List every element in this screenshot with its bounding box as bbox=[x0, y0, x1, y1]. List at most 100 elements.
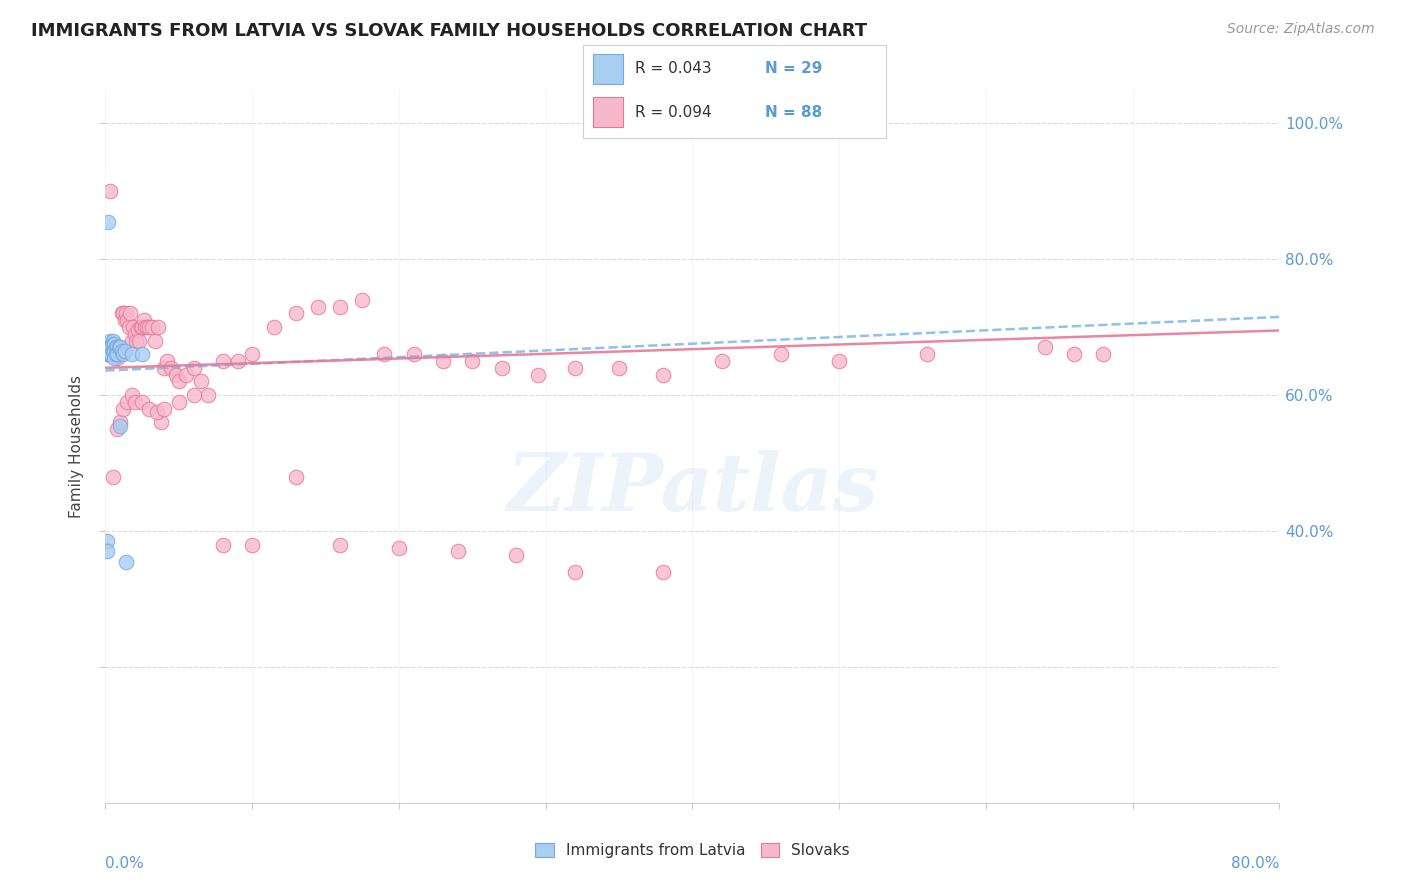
Point bbox=[114, 343, 136, 358]
Text: R = 0.094: R = 0.094 bbox=[636, 104, 711, 120]
Point bbox=[117, 394, 139, 409]
Point bbox=[97, 341, 120, 355]
Point bbox=[491, 360, 513, 375]
Point bbox=[104, 341, 127, 355]
Point bbox=[98, 347, 121, 361]
Point bbox=[108, 415, 131, 429]
Point bbox=[101, 343, 124, 358]
Point bbox=[226, 354, 249, 368]
Point bbox=[138, 401, 160, 416]
Point bbox=[131, 394, 153, 409]
Point bbox=[174, 368, 197, 382]
Point bbox=[564, 360, 586, 375]
Point bbox=[446, 544, 468, 558]
Point bbox=[527, 368, 550, 382]
Point bbox=[100, 347, 122, 361]
Point bbox=[124, 326, 146, 341]
Point bbox=[197, 388, 219, 402]
Point bbox=[98, 184, 121, 198]
Point bbox=[103, 343, 125, 358]
Point bbox=[917, 347, 939, 361]
Point bbox=[97, 347, 120, 361]
Point bbox=[127, 323, 149, 337]
Point bbox=[120, 306, 142, 320]
Point bbox=[183, 360, 205, 375]
Point bbox=[112, 401, 135, 416]
Point bbox=[121, 334, 143, 348]
Point bbox=[240, 537, 263, 551]
Point bbox=[98, 334, 121, 348]
Point bbox=[373, 347, 395, 361]
Point bbox=[100, 347, 122, 361]
Point bbox=[156, 354, 179, 368]
Point bbox=[167, 394, 190, 409]
Text: ZIPatlas: ZIPatlas bbox=[506, 450, 879, 527]
Point bbox=[148, 320, 170, 334]
Point bbox=[131, 347, 153, 361]
Point bbox=[1063, 347, 1085, 361]
Point bbox=[115, 306, 138, 320]
Text: 0.0%: 0.0% bbox=[105, 856, 145, 871]
Bar bbox=[592, 54, 623, 84]
Point bbox=[98, 341, 121, 355]
Point bbox=[652, 368, 675, 382]
Point bbox=[108, 341, 131, 355]
Text: Source: ZipAtlas.com: Source: ZipAtlas.com bbox=[1227, 22, 1375, 37]
Point bbox=[101, 469, 124, 483]
Point bbox=[564, 565, 586, 579]
Point bbox=[101, 347, 124, 361]
Point bbox=[105, 347, 128, 361]
Point bbox=[118, 320, 141, 334]
Point bbox=[352, 293, 374, 307]
Point bbox=[143, 334, 166, 348]
Point bbox=[96, 544, 118, 558]
Point bbox=[104, 347, 127, 361]
Point bbox=[101, 334, 124, 348]
Point bbox=[108, 418, 131, 433]
Point bbox=[183, 388, 205, 402]
Text: IMMIGRANTS FROM LATVIA VS SLOVAK FAMILY HOUSEHOLDS CORRELATION CHART: IMMIGRANTS FROM LATVIA VS SLOVAK FAMILY … bbox=[31, 22, 868, 40]
Point bbox=[285, 306, 308, 320]
Point bbox=[124, 394, 146, 409]
Text: R = 0.043: R = 0.043 bbox=[636, 62, 711, 77]
Point bbox=[153, 360, 176, 375]
Point bbox=[167, 375, 190, 389]
Point bbox=[110, 343, 132, 358]
Bar bbox=[592, 97, 623, 127]
Point bbox=[108, 341, 131, 355]
Point bbox=[135, 320, 157, 334]
Point bbox=[263, 320, 285, 334]
Y-axis label: Family Households: Family Households bbox=[69, 375, 84, 517]
Point bbox=[160, 360, 183, 375]
Text: N = 29: N = 29 bbox=[765, 62, 823, 77]
Point bbox=[769, 347, 792, 361]
Point bbox=[125, 334, 148, 348]
Point bbox=[100, 341, 122, 355]
Point bbox=[285, 469, 308, 483]
Point bbox=[96, 534, 118, 549]
Point bbox=[112, 347, 135, 361]
Point bbox=[103, 351, 125, 365]
Point bbox=[150, 415, 173, 429]
Point bbox=[121, 347, 143, 361]
Point bbox=[146, 405, 169, 419]
Point bbox=[107, 341, 129, 355]
Point bbox=[240, 347, 263, 361]
Point bbox=[329, 300, 352, 314]
Point bbox=[105, 351, 128, 365]
Point bbox=[96, 347, 118, 361]
Point bbox=[607, 360, 630, 375]
Point bbox=[112, 306, 135, 320]
Point bbox=[402, 347, 425, 361]
Point bbox=[131, 320, 153, 334]
Point bbox=[97, 347, 120, 361]
Point bbox=[211, 354, 233, 368]
Point bbox=[307, 300, 329, 314]
Point bbox=[110, 306, 132, 320]
Point bbox=[97, 215, 120, 229]
Point bbox=[153, 401, 176, 416]
Point bbox=[128, 334, 150, 348]
Point bbox=[107, 347, 129, 361]
Point bbox=[1033, 341, 1056, 355]
Point bbox=[190, 375, 212, 389]
